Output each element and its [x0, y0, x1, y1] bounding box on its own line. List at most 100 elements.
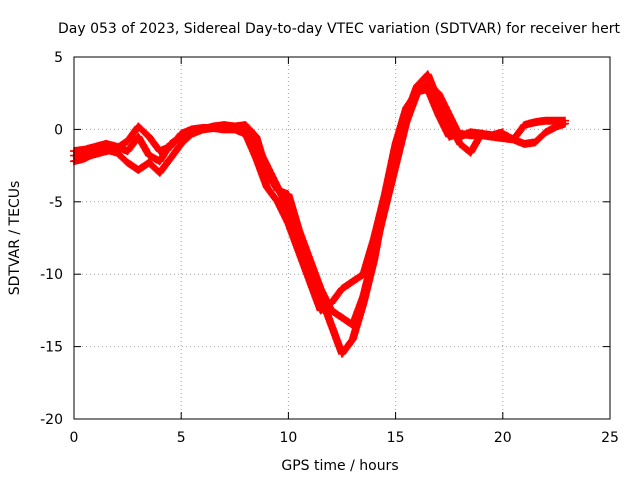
data-point	[158, 171, 162, 175]
data-point	[394, 142, 397, 146]
y-tick-label: 0	[54, 122, 63, 138]
x-tick-label: 5	[177, 430, 186, 446]
data-point	[351, 323, 355, 327]
data-point	[201, 127, 205, 131]
data-point	[469, 151, 472, 155]
data-point	[555, 125, 558, 128]
data-point	[544, 119, 548, 123]
series-track-c	[70, 79, 507, 329]
data-point	[147, 161, 151, 165]
data-point	[437, 91, 440, 95]
data-point	[254, 135, 258, 139]
data-point	[147, 154, 151, 157]
x-tick-label: 25	[601, 430, 619, 446]
data-point	[136, 168, 140, 172]
data-point	[319, 287, 322, 291]
data-point	[94, 145, 97, 149]
data-series	[70, 70, 569, 358]
data-point	[265, 185, 269, 189]
data-point	[179, 135, 183, 139]
data-point	[426, 81, 430, 85]
data-point	[265, 171, 269, 175]
x-axis-label: GPS time / hours	[281, 458, 398, 474]
plot-frame	[73, 56, 611, 420]
data-point	[169, 157, 172, 160]
data-point	[287, 222, 290, 225]
data-point	[426, 87, 430, 91]
data-point	[329, 309, 333, 312]
data-point	[179, 142, 183, 146]
data-point	[522, 142, 526, 146]
data-point	[287, 193, 290, 197]
data-point	[319, 309, 322, 312]
data-point	[351, 280, 355, 283]
data-point	[426, 73, 430, 76]
data-point	[244, 132, 247, 136]
y-tick-labels: 5 0 -5 -10 -15 -20	[40, 50, 63, 428]
data-point	[469, 130, 472, 134]
data-point	[244, 123, 247, 127]
data-point	[447, 135, 451, 139]
data-point	[136, 135, 140, 139]
data-point	[126, 149, 129, 153]
data-point	[404, 106, 408, 110]
data-point	[458, 135, 462, 139]
data-point	[233, 125, 237, 128]
data-point	[351, 338, 355, 341]
y-tick-label: -15	[40, 340, 63, 356]
data-point	[94, 151, 97, 155]
data-point	[533, 141, 537, 144]
data-point	[115, 145, 119, 149]
data-point	[297, 251, 301, 254]
data-point	[340, 316, 344, 319]
data-point	[490, 133, 494, 137]
data-point	[340, 352, 344, 356]
data-point	[555, 119, 558, 123]
data-point	[329, 323, 333, 327]
data-point	[126, 139, 129, 143]
data-point	[447, 113, 451, 117]
data-point	[126, 161, 129, 165]
data-point	[383, 207, 387, 211]
data-point	[222, 123, 226, 127]
y-tick-label: 5	[54, 50, 63, 66]
data-point	[437, 113, 440, 117]
data-point	[104, 148, 108, 152]
data-point	[362, 272, 365, 276]
data-point	[533, 120, 537, 124]
data-point	[115, 151, 119, 155]
data-point	[104, 142, 108, 146]
x-tick-label: 0	[70, 430, 79, 446]
x-tick-label: 10	[279, 430, 297, 446]
data-point	[276, 200, 280, 204]
data-point	[480, 132, 483, 136]
data-point	[158, 149, 162, 153]
data-point	[563, 122, 567, 125]
series-track-a	[70, 70, 569, 358]
data-point	[458, 142, 462, 146]
data-point	[136, 125, 140, 128]
data-point	[501, 130, 505, 134]
axis-ticks	[73, 56, 611, 420]
data-point	[522, 123, 526, 127]
series-markers	[70, 70, 569, 358]
data-point	[212, 125, 215, 128]
data-point	[512, 138, 515, 141]
data-point	[158, 159, 162, 163]
data-point	[404, 120, 408, 124]
grid-lines	[74, 57, 610, 419]
y-tick-label: -5	[49, 195, 63, 211]
data-point	[308, 258, 312, 262]
data-point	[190, 130, 194, 134]
data-point	[276, 188, 280, 192]
data-point	[254, 157, 258, 160]
data-point	[83, 157, 87, 160]
data-point	[83, 148, 87, 152]
data-point	[169, 142, 172, 146]
data-point	[362, 294, 365, 298]
data-point	[340, 287, 344, 291]
data-point	[415, 91, 419, 95]
data-point	[394, 164, 397, 168]
data-point	[415, 84, 419, 88]
